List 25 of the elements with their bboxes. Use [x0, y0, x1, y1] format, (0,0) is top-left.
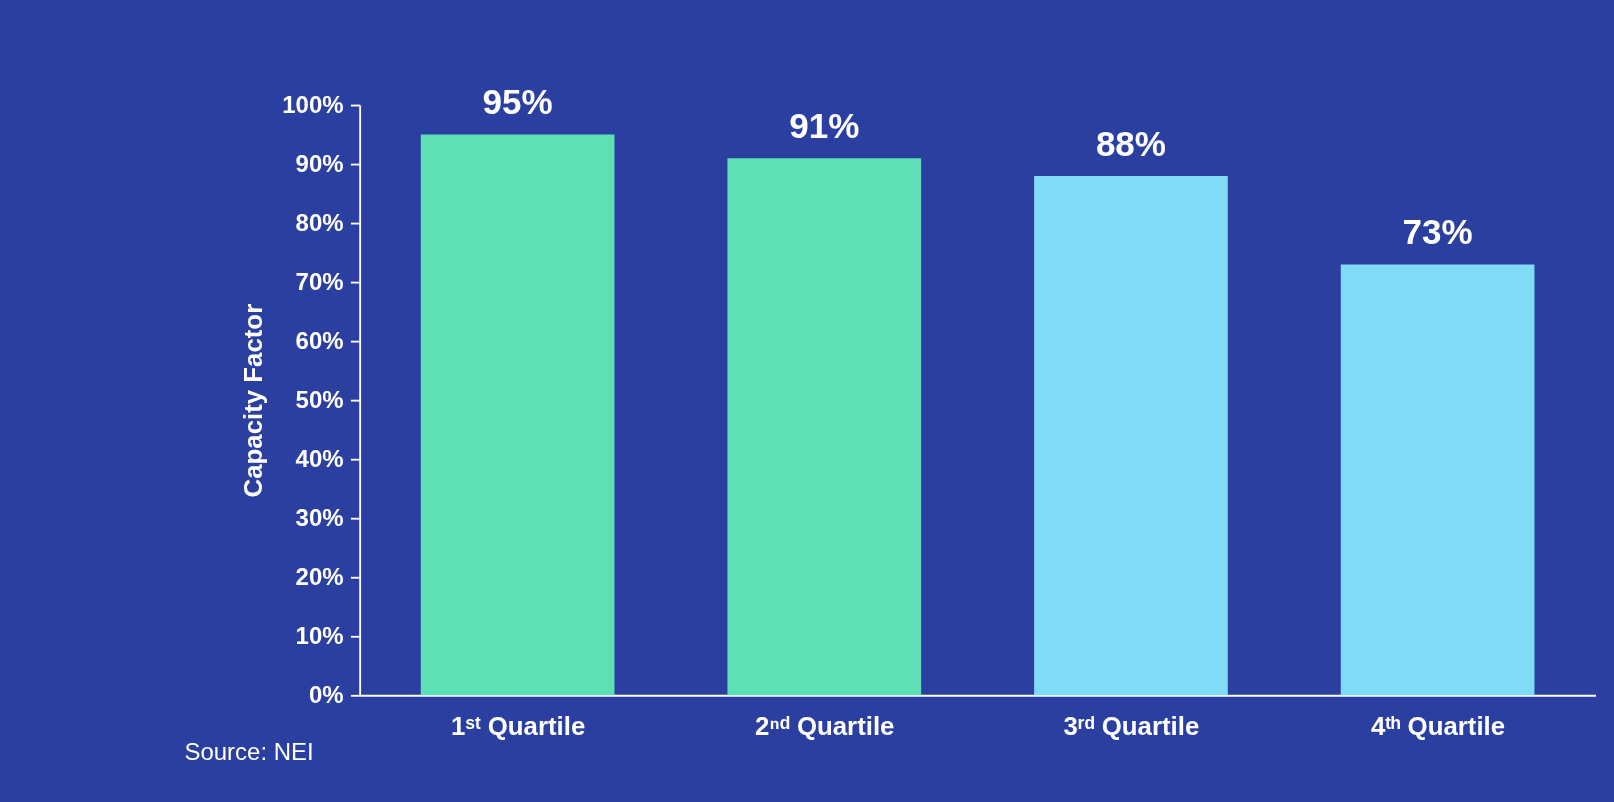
bar	[727, 158, 922, 696]
y-tick-label: 40%	[295, 445, 344, 473]
bar	[1034, 175, 1228, 696]
data-label: 73%	[1402, 212, 1473, 252]
x-tick-label: 3ʳᵈ Quartile	[1063, 711, 1200, 740]
x-tick-label: 4ᵗʰ Quartile	[1371, 711, 1506, 740]
y-tick-label: 10%	[295, 622, 344, 650]
y-tick-label: 60%	[295, 327, 344, 355]
y-tick-label: 50%	[295, 386, 344, 414]
source-note: Source: NEI	[184, 737, 314, 765]
y-tick-label: 100%	[282, 90, 344, 118]
bar	[1340, 264, 1535, 696]
y-tick-label: 70%	[295, 267, 344, 295]
x-tick-label: 2ⁿᵈ Quartile	[755, 711, 895, 740]
x-tick-label: 1ˢᵗ Quartile	[450, 711, 586, 740]
bar	[420, 134, 615, 696]
data-label: 95%	[482, 82, 553, 122]
y-tick-label: 80%	[295, 208, 344, 236]
data-label: 88%	[1095, 123, 1167, 163]
y-tick-label: 90%	[295, 149, 344, 177]
y-tick-label: 30%	[295, 504, 344, 532]
y-tick-label: 0%	[308, 681, 344, 709]
y-tick-label: 20%	[295, 563, 344, 591]
data-label: 91%	[789, 105, 860, 145]
y-axis-title: Capacity Factor	[238, 303, 267, 498]
